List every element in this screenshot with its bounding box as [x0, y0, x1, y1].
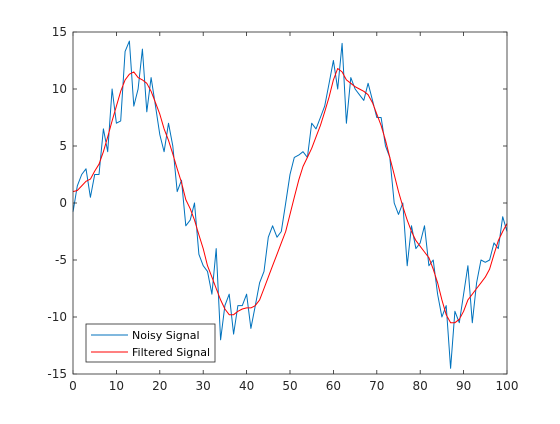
x-tick-label: 20	[152, 379, 167, 393]
y-tick-label: 0	[59, 196, 67, 210]
y-tick-label: 15	[52, 25, 67, 39]
legend-box	[85, 323, 216, 363]
series-line-2	[72, 68, 508, 324]
x-tick-label: 60	[326, 379, 341, 393]
plot-area	[73, 32, 507, 374]
x-tick-label: 10	[109, 379, 124, 393]
x-tick-label: 50	[282, 379, 297, 393]
x-tick-label: 30	[196, 379, 211, 393]
series-layer	[72, 40, 508, 369]
x-tick-label: 40	[239, 379, 254, 393]
series-line-1	[72, 40, 508, 369]
axes-box	[72, 31, 508, 375]
x-tick-label: 80	[413, 379, 428, 393]
legend: Noisy Signal Filtered Signal	[85, 323, 216, 363]
legend-label-1: Noisy Signal	[132, 329, 200, 342]
y-axis: -15 -10 -5 0 5 10 15	[47, 25, 507, 381]
x-tick-label: 100	[496, 379, 519, 393]
y-tick-label: -15	[47, 367, 67, 381]
x-axis: 0 10 20 30 40 50 60 70 80 90 100	[69, 32, 518, 393]
y-tick-label: 5	[59, 139, 67, 153]
x-tick-label: 90	[456, 379, 471, 393]
y-tick-label: -10	[47, 310, 67, 324]
y-tick-label: 10	[52, 82, 67, 96]
y-tick-label: -5	[55, 253, 67, 267]
x-tick-label: 0	[69, 379, 77, 393]
legend-label-2: Filtered Signal	[132, 346, 210, 359]
x-tick-label: 70	[369, 379, 384, 393]
